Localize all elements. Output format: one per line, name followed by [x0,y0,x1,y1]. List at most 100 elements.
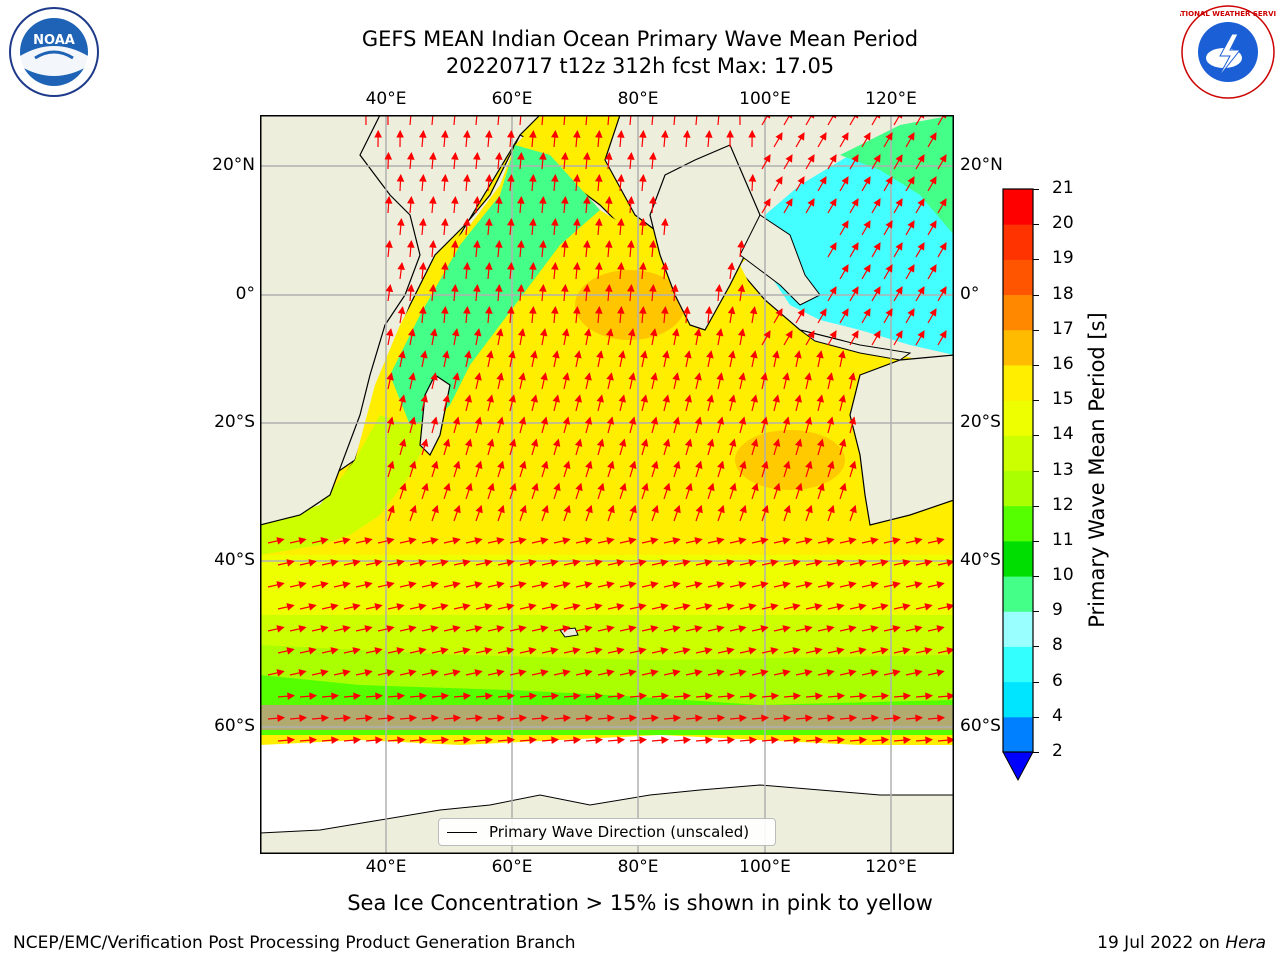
wave-direction-arrow [783,603,801,611]
wave-direction-arrow [773,482,781,500]
wave-direction-arrow [385,328,394,346]
wave-direction-arrow [475,647,493,655]
wave-direction-arrow [618,394,626,412]
wave-direction-arrow [915,647,933,655]
wave-direction-arrow [673,736,692,744]
wave-direction-arrow [585,559,603,567]
wave-direction-arrow [605,151,613,170]
wave-direction-arrow [849,647,867,655]
wave-direction-arrow [905,581,923,589]
wave-direction-arrow [519,460,527,478]
wave-direction-arrow [453,460,461,478]
wave-direction-arrow [387,603,405,611]
wave-direction-arrow [893,242,903,258]
wave-direction-arrow [839,264,849,280]
wave-direction-arrow [783,647,801,655]
wave-direction-arrow [399,581,417,589]
wave-direction-arrow [805,154,815,170]
wave-direction-arrow [408,372,416,390]
wave-direction-arrow [717,559,735,567]
wave-direction-arrow [715,283,723,302]
lon-tick-bottom: 120°E [865,857,917,877]
wave-direction-arrow [617,261,625,280]
wave-direction-arrow [277,736,296,744]
wave-direction-arrow [782,416,791,434]
wave-direction-arrow [629,736,648,744]
wave-direction-arrow [442,438,451,456]
wave-direction-arrow [485,173,493,192]
wave-direction-arrow [716,416,725,434]
colorbar-band [1003,294,1033,331]
wave-direction-arrow [486,350,494,368]
wave-direction-arrow [605,239,613,258]
wave-direction-arrow [531,537,549,545]
wave-direction-arrow [827,504,835,522]
wave-direction-arrow [915,603,933,611]
wave-direction-arrow [583,195,591,214]
wave-direction-arrow [827,692,846,700]
colorbar-band [1003,470,1033,507]
wave-direction-arrow [431,559,449,567]
wave-direction-arrow [399,482,407,500]
wave-direction-arrow [795,669,813,677]
wave-direction-arrow [398,394,406,412]
wave-direction-arrow [729,625,747,633]
wave-direction-arrow [937,647,954,655]
wave-direction-arrow [563,736,582,744]
wave-direction-arrow [529,305,537,324]
wave-direction-arrow [574,438,583,456]
wave-direction-arrow [783,198,793,214]
wave-direction-arrow [805,460,813,478]
wave-direction-arrow [539,283,547,302]
wave-direction-arrow [817,176,827,192]
wave-direction-arrow [937,198,947,214]
chart-title: GEFS MEAN Indian Ocean Primary Wave Mean… [361,27,919,51]
india-land [649,144,761,331]
wave-direction-arrow [905,220,915,236]
lat-tick-left: 20°N [212,155,255,175]
wave-direction-arrow [707,482,715,500]
wave-direction-arrow [905,537,923,545]
wave-direction-arrow [619,714,638,722]
wave-direction-arrow [495,239,503,258]
wave-direction-arrow [574,394,582,412]
wave-direction-arrow [871,242,881,258]
wave-direction-arrow [816,438,825,456]
wave-direction-arrow [773,308,783,324]
wave-direction-arrow [805,330,815,346]
wave-direction-arrow [617,129,625,148]
wave-direction-arrow [651,460,659,478]
wave-direction-arrow [575,537,593,545]
wave-direction-arrow [726,129,734,148]
wave-direction-arrow [839,714,858,722]
wave-direction-arrow [629,460,637,478]
wave-direction-arrow [838,394,846,412]
wave-direction-arrow [507,217,515,236]
wave-direction-arrow [551,173,559,192]
wave-direction-arrow [595,173,603,192]
wave-direction-arrow [927,220,937,236]
wave-direction-arrow [495,195,503,214]
colorbar-tick-mark [1033,189,1039,190]
wave-direction-arrow [420,394,428,412]
wave-direction-arrow [299,559,317,567]
wave-direction-arrow [783,330,793,346]
wave-direction-arrow [672,372,680,390]
wave-direction-arrow [772,350,780,368]
colorbar-tick-label: 15 [1052,389,1074,410]
wave-direction-arrow [861,537,879,545]
wave-direction-arrow [663,625,681,633]
wave-direction-arrow [311,581,329,589]
wave-direction-arrow [463,129,471,148]
wave-direction-arrow [475,603,493,611]
wave-direction-arrow [605,195,613,214]
wave-direction-arrow [761,154,771,170]
wave-direction-arrow [728,350,736,368]
wave-direction-arrow [585,736,604,744]
wave-direction-arrow [321,692,340,700]
wave-direction-arrow [639,217,647,236]
wave-direction-arrow [553,625,571,633]
wave-direction-arrow [575,714,594,722]
wave-direction-arrow [640,394,648,412]
wave-direction-arrow [795,537,813,545]
